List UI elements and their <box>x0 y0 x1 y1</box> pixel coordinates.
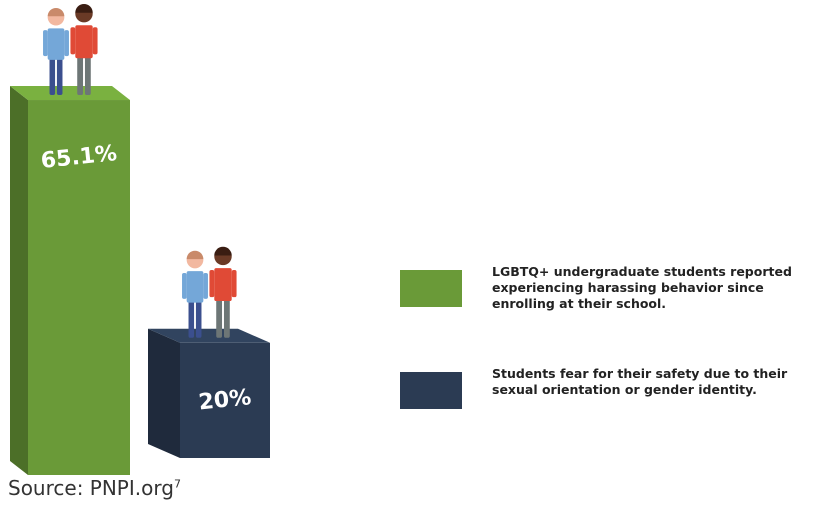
people-icon <box>182 246 237 338</box>
legend-swatch <box>400 270 462 307</box>
source: Source: PNPI.org7 <box>8 476 181 500</box>
hair <box>75 4 93 13</box>
leg <box>195 300 202 338</box>
leg <box>216 299 223 338</box>
people-icon <box>43 4 98 96</box>
leg <box>77 56 84 96</box>
legend-label: LGBTQ+ undergraduate students reported e… <box>492 264 792 311</box>
bar <box>28 100 130 476</box>
leg <box>84 56 91 96</box>
arm <box>209 270 215 298</box>
arm <box>70 27 76 55</box>
arm <box>182 272 187 299</box>
hair <box>186 250 204 260</box>
arm <box>92 27 98 55</box>
bar <box>180 342 270 458</box>
leg <box>49 57 56 96</box>
leg <box>188 300 195 338</box>
bar-side <box>148 328 180 458</box>
source-text: Source: PNPI.org <box>8 476 174 500</box>
hair <box>214 246 232 256</box>
source-note: 7 <box>173 477 181 491</box>
bar-top <box>148 328 270 343</box>
leg <box>56 57 63 96</box>
leg <box>223 299 230 338</box>
bar-top <box>10 86 130 101</box>
torso <box>214 268 232 301</box>
bar-side <box>10 86 28 476</box>
hair <box>47 7 65 17</box>
arm <box>64 30 69 57</box>
value-label: 20% <box>197 385 252 415</box>
arm <box>231 270 237 298</box>
torso <box>186 271 204 303</box>
torso <box>47 28 65 60</box>
legend-swatch <box>400 372 462 409</box>
torso <box>75 25 93 59</box>
arm <box>43 30 48 57</box>
legend-label: Students fear for their safety due to th… <box>492 366 788 397</box>
arm <box>203 272 208 299</box>
